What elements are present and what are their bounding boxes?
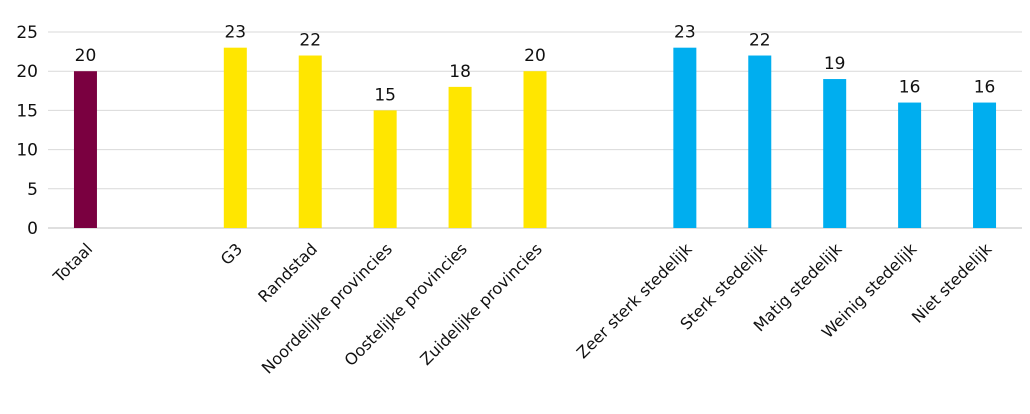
bar (73, 71, 97, 228)
bar (898, 102, 922, 228)
x-tick-label: Niet stedelijk (908, 239, 996, 327)
y-tick-label: 15 (16, 101, 38, 121)
bar (823, 79, 847, 228)
data-labels: 20 23 22 15 18 20 23 22 19 16 16 (75, 23, 996, 106)
x-tick-label: Zeer sterk stedelijk (573, 239, 696, 362)
x-tick-label: Randstad (254, 239, 321, 306)
bar (673, 47, 697, 229)
y-tick-label: 20 (16, 62, 38, 82)
y-axis-ticks: 0 5 10 15 20 25 (16, 23, 38, 239)
bar (373, 110, 397, 228)
data-label: 16 (974, 78, 996, 98)
x-tick-label: Totaal (49, 239, 96, 286)
data-label: 16 (899, 78, 921, 98)
bar (973, 102, 997, 228)
bars (73, 47, 997, 229)
y-tick-label: 10 (16, 141, 38, 161)
data-label: 20 (524, 46, 546, 66)
x-tick-label: Zuidelijke provincies (416, 239, 546, 369)
data-label: 19 (824, 54, 846, 74)
y-tick-label: 5 (27, 180, 38, 200)
bar (223, 47, 247, 229)
bar (298, 55, 322, 228)
data-label: 23 (224, 23, 246, 43)
y-tick-label: 25 (16, 23, 38, 43)
data-label: 20 (75, 46, 97, 66)
x-tick-label: G3 (217, 239, 246, 268)
data-label: 22 (749, 31, 771, 51)
data-label: 15 (374, 85, 396, 105)
x-tick-label: Oostelijke provincies (340, 239, 470, 369)
bar (523, 71, 547, 228)
y-tick-label: 0 (27, 219, 38, 239)
x-tick-label: Noordelijke provincies (258, 239, 396, 377)
bar (448, 86, 472, 228)
data-label: 18 (449, 62, 471, 82)
data-label: 22 (299, 31, 321, 51)
bar (748, 55, 772, 228)
data-label: 23 (674, 23, 696, 43)
